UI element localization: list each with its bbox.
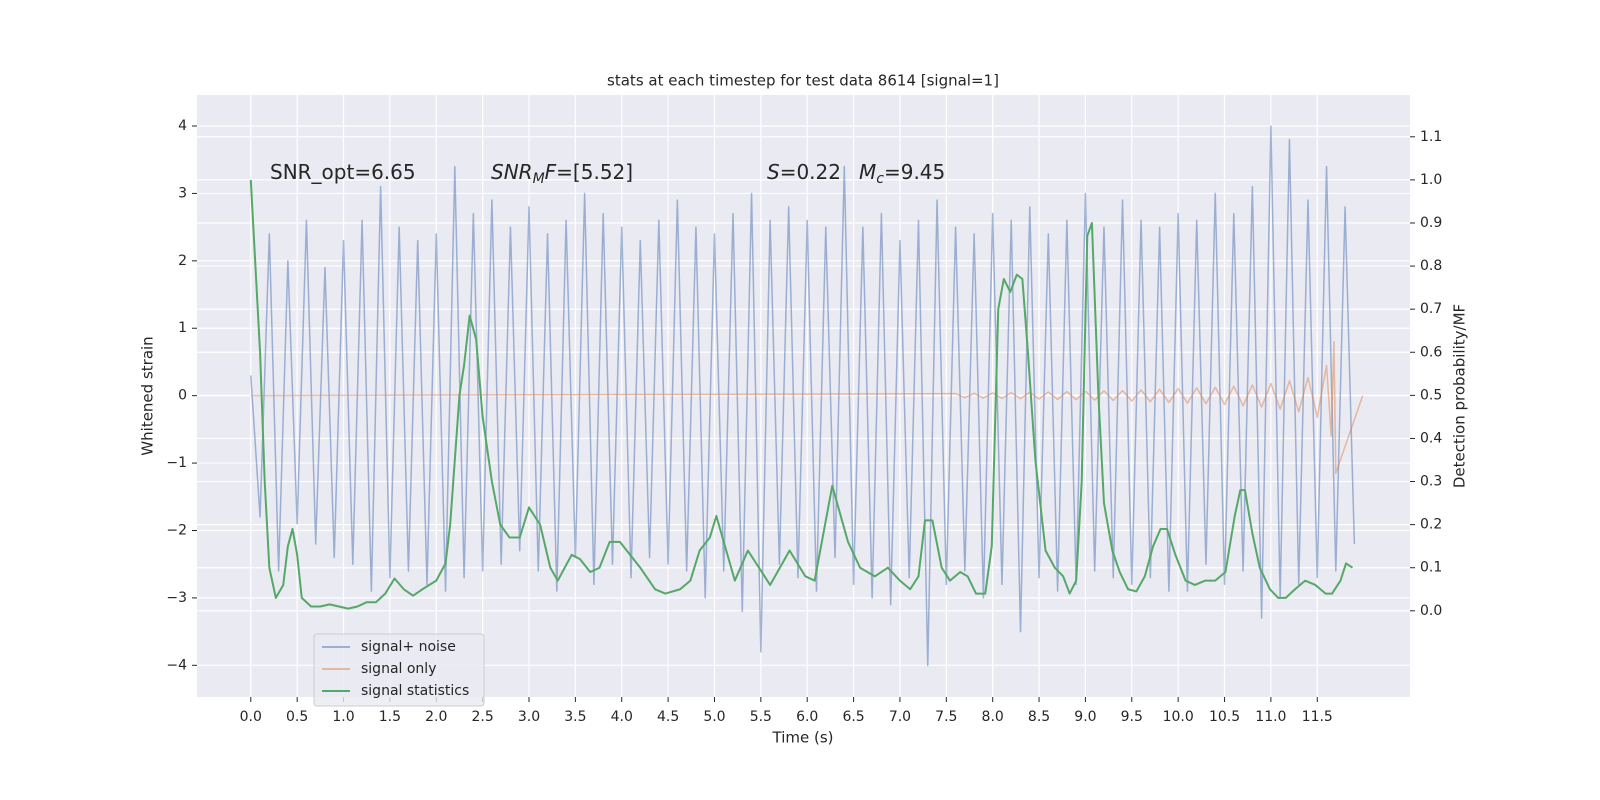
y-axis-label: Whitened strain (139, 336, 157, 455)
x-tick-label: 11.5 (1302, 709, 1333, 725)
y2-axis-label: Detection probability/MF (1451, 304, 1469, 488)
y-tick-label: 4 (178, 118, 187, 134)
annotation-part: SNR_opt=6.65 (270, 160, 416, 184)
y-tick-label: 0 (178, 388, 187, 404)
y-tick-label: −2 (166, 522, 187, 538)
y-tick-label: 1 (178, 320, 187, 336)
y2-tick-label: 0.5 (1420, 387, 1442, 403)
x-tick-label: 11.0 (1255, 709, 1286, 725)
x-tick-label: 3.0 (518, 709, 540, 725)
annotation-part: =0.22 (780, 160, 841, 184)
x-tick-label: 2.0 (425, 709, 447, 725)
annotation-part: M (533, 171, 545, 187)
x-tick-label: 1.0 (332, 709, 354, 725)
y-tick-label: 3 (178, 185, 187, 201)
series-line (250, 125, 1356, 667)
y2-tick-label: 0.9 (1420, 215, 1442, 231)
x-tick-label: 4.5 (657, 709, 679, 725)
grid (197, 95, 1410, 697)
x-tick-label: 10.0 (1163, 709, 1194, 725)
axes: 0.0 0.5 1.0 1.5 2.0 2.5 3.0 3.5 4.0 4.5 5.0 5.5 6.0 6… (166, 118, 1442, 725)
annotation: SNR_opt=6.65 (270, 160, 416, 184)
annotation-part: =9.45 (884, 160, 945, 184)
annotation: Mc=9.45 (859, 160, 945, 188)
annotation: SNRMF=[5.52] (491, 160, 633, 188)
series-line (250, 340, 1364, 474)
x-axis-label: Time (s) (772, 729, 834, 747)
y2-tick-label: 0.3 (1420, 474, 1442, 490)
legend-label: signal+ noise (361, 639, 456, 655)
y2-tick-label: 0.7 (1420, 301, 1442, 317)
legend-label: signal statistics (361, 683, 469, 699)
x-tick-label: 6.0 (796, 709, 818, 725)
y2-tick-label: 1.0 (1420, 172, 1442, 188)
legend: signal+ noise signal only signal statistic… (313, 633, 485, 707)
x-tick-label: 7.0 (889, 709, 911, 725)
annotation-part: SNR (491, 160, 533, 184)
y-tick-label: −4 (166, 657, 187, 673)
annotation-part: c (876, 171, 884, 187)
x-tick-label: 6.5 (842, 709, 864, 725)
y-tick-label: 2 (178, 253, 187, 269)
y-tick-label: −3 (166, 590, 187, 606)
y-tick-label: −1 (166, 455, 187, 471)
legend-box (313, 633, 485, 707)
annotation: S=0.22 (767, 160, 841, 184)
x-tick-label: 8.0 (982, 709, 1004, 725)
x-tick-label: 9.0 (1074, 709, 1096, 725)
series-line (249, 179, 1354, 610)
x-tick-label: 0.0 (240, 709, 262, 725)
x-tick-label: 3.5 (564, 709, 586, 725)
y2-tick-label: 0.0 (1420, 603, 1442, 619)
x-tick-label: 5.0 (703, 709, 725, 725)
y2-tick-label: 1.1 (1420, 129, 1442, 145)
chart-title: stats at each timestep for test data 861… (607, 72, 999, 90)
x-tick-label: 5.5 (750, 709, 772, 725)
x-tick-label: 0.5 (286, 709, 308, 725)
x-tick-label: 4.0 (611, 709, 633, 725)
x-tick-label: 8.5 (1028, 709, 1050, 725)
y2-tick-label: 0.8 (1420, 258, 1442, 274)
x-tick-label: 7.5 (935, 709, 957, 725)
y2-tick-label: 0.6 (1420, 344, 1442, 360)
annotation-part: M (859, 160, 876, 184)
marks (249, 125, 1364, 667)
annotation-part: =[5.52] (556, 160, 633, 184)
y2-tick-label: 0.4 (1420, 430, 1442, 446)
x-tick-label: 9.5 (1121, 709, 1143, 725)
x-tick-label: 10.5 (1209, 709, 1240, 725)
annotations: SNR_opt=6.65 SNRMF=[5.52] S=0.22 Mc=9.45 (270, 160, 945, 188)
annotation-part: S (767, 160, 780, 184)
legend-label: signal only (361, 661, 436, 677)
x-tick-label: 2.5 (471, 709, 493, 725)
x-tick-label: 1.5 (379, 709, 401, 725)
y2-tick-label: 0.2 (1420, 517, 1442, 533)
annotation-part: F (545, 160, 557, 184)
y2-tick-label: 0.1 (1420, 560, 1442, 576)
